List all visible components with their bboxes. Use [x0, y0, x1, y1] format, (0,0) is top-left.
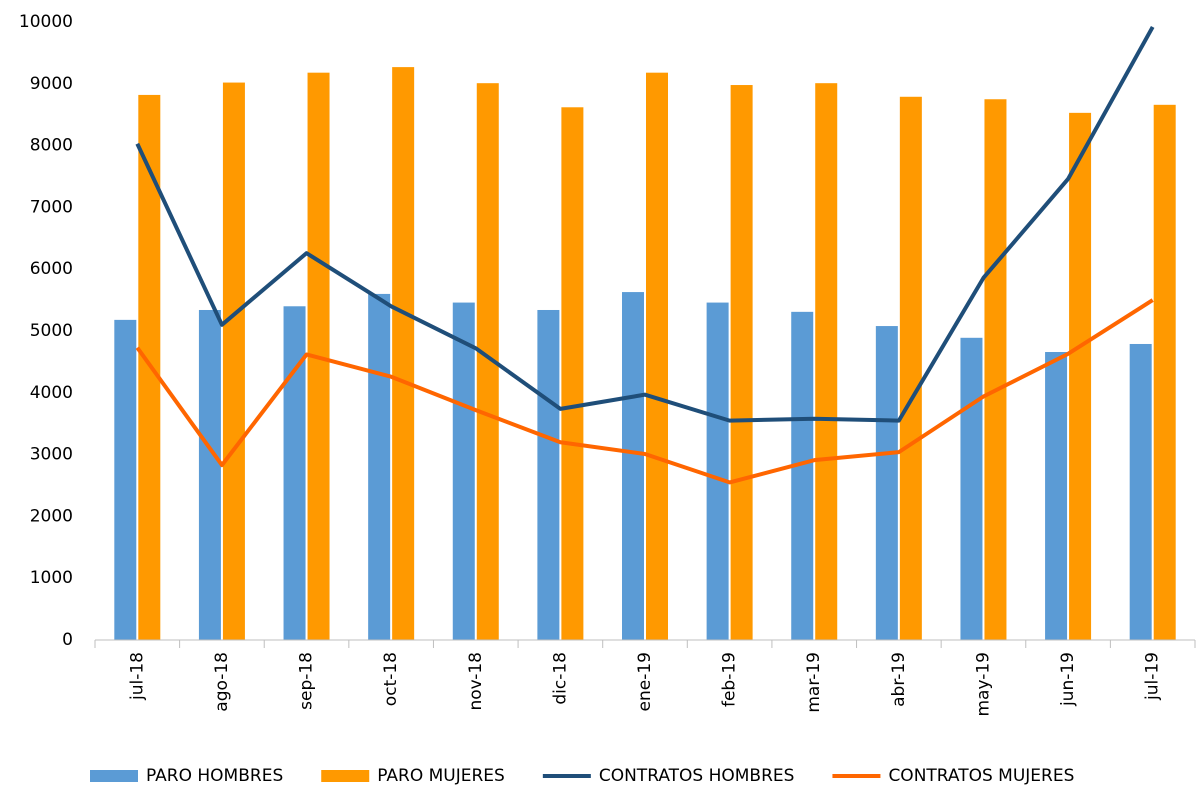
- bar: [1129, 343, 1152, 640]
- bar: [960, 337, 983, 640]
- y-tick-label: 5000: [30, 321, 73, 341]
- y-tick-label: 8000: [30, 136, 73, 156]
- y-tick-label: 7000: [30, 197, 73, 217]
- line-series: [135, 25, 1155, 423]
- x-tick-label: abr-19: [889, 652, 909, 707]
- x-tick-label: feb-19: [720, 652, 740, 707]
- x-tick-label: sep-18: [297, 652, 317, 710]
- bar: [222, 82, 245, 640]
- bar: [452, 302, 475, 640]
- bar: [368, 293, 391, 640]
- bar: [791, 311, 814, 640]
- bar: [1069, 112, 1092, 640]
- y-tick-label: 1000: [30, 568, 73, 588]
- bar: [730, 85, 753, 640]
- bar: [114, 319, 137, 640]
- y-tick-label: 2000: [30, 506, 73, 526]
- bar: [622, 292, 644, 640]
- bar: [561, 107, 584, 640]
- bar: [1045, 352, 1068, 640]
- x-tick-label: nov-18: [466, 652, 486, 711]
- y-tick-label: 6000: [30, 259, 73, 279]
- bar: [392, 67, 415, 640]
- legend-label: PARO HOMBRES: [146, 766, 283, 786]
- bar: [875, 326, 898, 640]
- x-tick-label: dic-18: [550, 652, 570, 705]
- legend-label: PARO MUJERES: [377, 766, 505, 786]
- x-tick-label: may-19: [973, 652, 993, 717]
- y-tick-label: 10000: [19, 12, 73, 32]
- x-tick-label: jun-19: [1058, 652, 1078, 707]
- x-tick-label: ago-18: [212, 652, 232, 712]
- bar: [899, 96, 922, 640]
- bar: [1153, 104, 1176, 640]
- x-tick-label: jul-18: [127, 652, 147, 701]
- line-series: [135, 298, 1154, 485]
- bar: [476, 83, 499, 640]
- x-tick-label: ene-19: [635, 652, 655, 711]
- bar: [537, 309, 560, 640]
- bar: [815, 83, 838, 640]
- x-tick-label: jul-19: [1143, 652, 1163, 701]
- bar: [706, 302, 729, 640]
- bar: [198, 309, 221, 640]
- y-tick-label: 4000: [30, 383, 73, 403]
- y-tick-label: 0: [62, 630, 73, 650]
- bar: [283, 306, 306, 640]
- y-tick-label: 3000: [30, 445, 73, 465]
- y-tick-label: 9000: [30, 74, 73, 94]
- legend-swatch: [90, 770, 138, 782]
- legend-swatch: [321, 770, 370, 782]
- bar: [984, 99, 1007, 640]
- bar: [646, 72, 668, 640]
- legend-label: CONTRATOS HOMBRES: [599, 766, 795, 786]
- legend-label: CONTRATOS MUJERES: [888, 766, 1074, 786]
- x-tick-label: oct-18: [381, 652, 401, 706]
- x-tick-label: mar-19: [804, 652, 824, 713]
